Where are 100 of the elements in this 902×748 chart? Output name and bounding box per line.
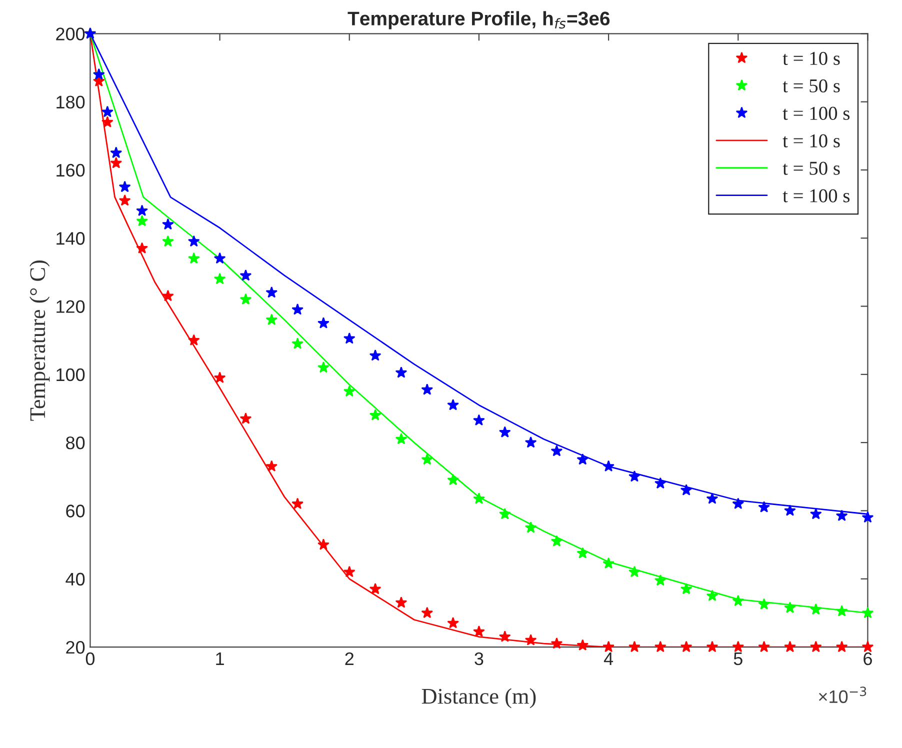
- point: [810, 603, 822, 615]
- point: [732, 594, 744, 606]
- legend-label: t = 100 s: [782, 189, 850, 202]
- point: [654, 574, 666, 586]
- point: [318, 317, 330, 328]
- point: [421, 453, 434, 465]
- y-tick-label: 160: [56, 164, 85, 177]
- point: [473, 492, 485, 504]
- point: [162, 235, 174, 247]
- point: [318, 538, 330, 550]
- point: [732, 640, 744, 652]
- point: [524, 634, 537, 646]
- point: [473, 626, 485, 637]
- point: [654, 640, 666, 652]
- point: [784, 602, 796, 613]
- point: [628, 566, 640, 578]
- point: [602, 460, 614, 472]
- point: [862, 511, 874, 523]
- point: [188, 252, 200, 264]
- point: [369, 349, 382, 361]
- x-tick-label: 3: [474, 652, 484, 666]
- point: [343, 332, 356, 344]
- point: [118, 194, 131, 206]
- point: [395, 366, 408, 378]
- point: [654, 477, 666, 489]
- point: [732, 498, 744, 510]
- point: [680, 484, 692, 496]
- point: [369, 582, 382, 594]
- legend-label: t = 50 s: [782, 162, 840, 175]
- point: [102, 116, 114, 128]
- point: [162, 290, 174, 302]
- point: [421, 606, 434, 618]
- point: [240, 269, 252, 281]
- point: [836, 605, 848, 616]
- point: [550, 444, 563, 456]
- point: [214, 252, 226, 264]
- x-tick-label: 6: [864, 652, 872, 666]
- point: [395, 432, 408, 444]
- point: [498, 426, 511, 438]
- point: [369, 409, 382, 420]
- point: [680, 640, 692, 652]
- y-tick-label: 200: [56, 28, 85, 40]
- point: [188, 235, 200, 247]
- y-tick-label: 80: [66, 436, 85, 450]
- legend-label: t = 10 s: [782, 52, 840, 65]
- point: [266, 314, 278, 326]
- point: [680, 582, 692, 594]
- point: [628, 640, 640, 652]
- point: [706, 590, 718, 602]
- point: [447, 474, 459, 486]
- point: [421, 384, 434, 395]
- point: [136, 214, 148, 226]
- point: [292, 338, 304, 349]
- point: [136, 204, 148, 216]
- point: [862, 606, 874, 618]
- point: [706, 640, 718, 652]
- x-axis-title: Distance (m): [422, 688, 536, 708]
- y-tick-label: 40: [66, 572, 85, 586]
- point: [836, 640, 848, 652]
- point: [602, 640, 614, 652]
- y-tick-label: 100: [56, 368, 85, 382]
- point: [498, 508, 511, 520]
- point: [810, 640, 822, 652]
- point: [784, 504, 796, 516]
- y-tick-label: 60: [66, 504, 85, 518]
- point: [318, 361, 330, 373]
- point: [550, 637, 563, 649]
- x-tick-label: 4: [604, 652, 614, 665]
- y-tick-label: 20: [66, 640, 85, 654]
- point: [706, 492, 718, 504]
- point: [758, 501, 770, 512]
- point: [447, 616, 459, 628]
- point: [524, 436, 537, 448]
- point: [292, 498, 304, 510]
- x-tick-label: 5: [734, 652, 742, 666]
- x-tick-label: 2: [345, 652, 354, 665]
- point: [576, 639, 589, 650]
- point: [550, 535, 563, 547]
- text: ×10$^{−3}$: [818, 686, 866, 704]
- y-tick-label: 180: [56, 96, 85, 109]
- point: [576, 547, 589, 558]
- point: [240, 412, 252, 424]
- legend-label: t = 50 s: [782, 79, 840, 92]
- point: [498, 630, 511, 642]
- x-tick-label: 1: [216, 652, 224, 665]
- y-tick-label: 120: [56, 300, 85, 313]
- point: [576, 453, 589, 465]
- point: [214, 372, 226, 383]
- point: [758, 640, 770, 652]
- point: [836, 510, 848, 521]
- x-tick-label: 0: [86, 652, 95, 666]
- point: [136, 242, 148, 254]
- point: [343, 566, 356, 578]
- point: [240, 293, 252, 305]
- legend-label: t = 100 s: [782, 106, 850, 120]
- point: [447, 398, 459, 410]
- point: [162, 218, 174, 230]
- point: [110, 156, 122, 168]
- point: [810, 508, 822, 520]
- point: [628, 470, 640, 482]
